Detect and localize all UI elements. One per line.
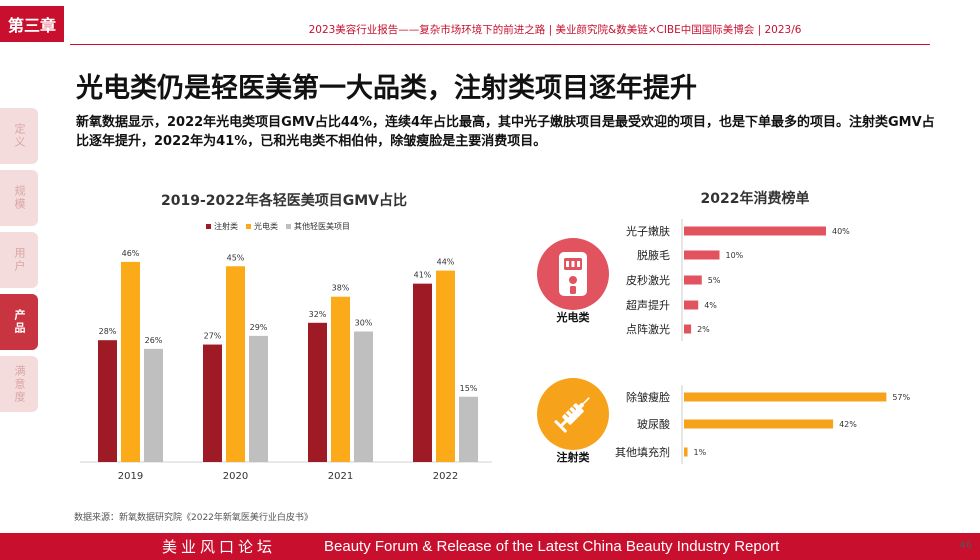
rank-category-label: 点阵激光: [626, 322, 670, 336]
gmv-legend: 注射类 光电类 其他轻医美项目: [206, 221, 350, 232]
report-topline: 2023美容行业报告——复杂市场环境下的前进之路 | 美业颜究院&数美链×CIB…: [308, 24, 802, 36]
syringe-icon: [554, 397, 590, 433]
bar-value-label: 27%: [204, 332, 222, 341]
bar-value-label: 32%: [309, 310, 327, 319]
bar-2021-1: [331, 296, 350, 462]
injection-badge: [537, 378, 609, 450]
rank-category-label: 脱腋毛: [637, 248, 670, 262]
x-tick-label: 2020: [223, 471, 248, 482]
rank-bar: [684, 419, 834, 429]
rank-category-label: 除皱瘦脸: [626, 390, 670, 404]
rank-bar: [684, 300, 699, 310]
legend-item-injection: 注射类: [206, 221, 238, 232]
rank-category-label: 超声提升: [626, 298, 670, 312]
bar-value-label: 30%: [355, 319, 373, 328]
bar-2019-0: [98, 340, 117, 462]
x-tick-label: 2022: [433, 471, 458, 482]
bar-value-label: 41%: [414, 271, 432, 280]
bar-2021-2: [354, 331, 373, 462]
gmv-bar-svg: 28% 46% 26% 2019 27% 45% 29% 2020 32% 38% 30% 2021 4…: [80, 249, 492, 482]
rank-category-label: 玻尿酸: [637, 417, 670, 431]
bar-2019-2: [144, 348, 163, 462]
rank-value-label: 10%: [726, 251, 744, 260]
x-tick-label: 2019: [118, 471, 143, 482]
rank-bar: [684, 226, 826, 236]
page-number: 46: [959, 540, 972, 551]
rank-value-label: 5%: [708, 276, 721, 285]
bar-2020-1: [226, 266, 245, 462]
bar-2020-0: [203, 344, 222, 462]
bar-value-label: 29%: [250, 323, 268, 332]
rank-value-label: 1%: [694, 448, 707, 457]
rank-bar: [684, 324, 692, 334]
tab-users[interactable]: 用户: [0, 232, 38, 288]
bar-value-label: 26%: [145, 336, 163, 345]
tab-definition[interactable]: 定义: [0, 108, 38, 164]
chapter-tag: 第三章: [0, 6, 64, 42]
rank-category-label: 其他填充剂: [615, 445, 670, 459]
bar-2021-0: [308, 322, 327, 462]
ranking-title: 2022年消费榜单: [700, 191, 810, 207]
bar-2022-2: [459, 396, 478, 462]
rank-bar: [684, 250, 720, 260]
tab-satisfaction[interactable]: 满意度: [0, 356, 38, 412]
bar-value-label: 46%: [122, 249, 140, 258]
bar-2020-2: [249, 335, 268, 462]
rank-category-label: 皮秒激光: [626, 273, 670, 287]
device-icon: [559, 252, 587, 296]
ranking-bar-svg: 光子嫩肤 40% 脱腋毛 10% 皮秒激光 5% 超声提升 4% 点阵激光 2% 除皱瘦脸 57% 玻尿…: [615, 219, 911, 464]
gmv-share-chart: 28% 46% 26% 2019 27% 45% 29% 2020 32% 38% 30% 2021 4…: [74, 180, 494, 490]
rank-value-label: 40%: [832, 227, 850, 236]
photoelectric-badge-label: 光电类: [556, 311, 590, 324]
bar-value-label: 15%: [460, 384, 478, 393]
legend-item-other: 其他轻医美项目: [286, 221, 350, 232]
rank-value-label: 57%: [892, 393, 910, 402]
tab-products[interactable]: 产品: [0, 294, 38, 350]
intro-paragraph: 新氧数据显示，2022年光电类项目GMV占比44%，连续4年占比最高，其中光子嫩…: [76, 115, 935, 149]
footer-forum-name: 美业风口论坛: [162, 538, 277, 556]
bar-2022-1: [436, 270, 455, 462]
footer-english-title: Beauty Forum & Release of the Latest Chi…: [324, 538, 780, 555]
bar-value-label: 38%: [332, 284, 350, 293]
legend-label: 光电类: [254, 222, 278, 231]
rank-value-label: 4%: [704, 301, 717, 310]
rank-bar: [684, 275, 702, 285]
bar-value-label: 45%: [227, 253, 245, 262]
injection-badge-label: 注射类: [556, 451, 590, 464]
top-divider: [70, 44, 930, 45]
bar-2022-0: [413, 283, 432, 462]
bar-2019-1: [121, 261, 140, 462]
legend-item-photoelectric: 光电类: [246, 221, 278, 232]
rank-value-label: 2%: [697, 325, 710, 334]
rank-bar: [684, 447, 688, 457]
rank-bar: [684, 392, 887, 402]
section-tabs: 定义 规模 用户 产品 满意度: [0, 108, 38, 418]
legend-label: 注射类: [214, 222, 238, 231]
x-tick-label: 2021: [328, 471, 353, 482]
legend-label: 其他轻医美项目: [294, 222, 350, 231]
page-title: 光电类仍是轻医美第一大品类，注射类项目逐年提升: [76, 73, 697, 104]
gmv-chart-title: 2019-2022年各轻医美项目GMV占比: [161, 193, 407, 209]
photoelectric-badge: [537, 238, 609, 310]
data-source: 数据来源：新氧数据研究院《2022年新氧医美行业白皮书》: [74, 513, 313, 523]
bar-value-label: 28%: [99, 327, 117, 336]
tab-scale[interactable]: 规模: [0, 170, 38, 226]
rank-value-label: 42%: [839, 420, 857, 429]
footer-bar: 美业风口论坛 Beauty Forum & Release of the Lat…: [0, 533, 980, 560]
rank-category-label: 光子嫩肤: [626, 224, 670, 238]
bar-value-label: 44%: [437, 258, 455, 267]
